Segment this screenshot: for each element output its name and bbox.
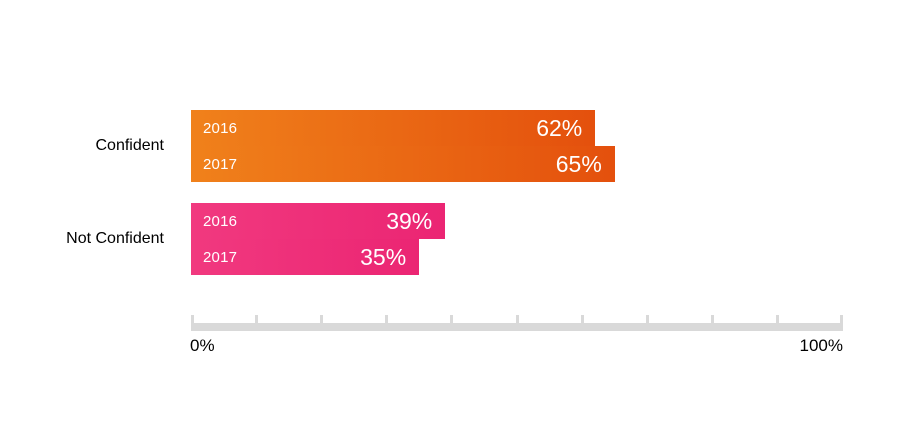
plot-area: 2016 62% 2017 65% 2016 39% 2017 35% xyxy=(191,110,843,275)
bar-group-confident: 2016 62% 2017 65% xyxy=(191,110,843,182)
x-axis-line xyxy=(191,315,843,331)
bar-confident-2016: 2016 62% xyxy=(191,110,596,146)
axis-tick xyxy=(840,315,843,323)
axis-tick xyxy=(385,315,389,323)
bar-confident-2017: 2017 65% xyxy=(191,146,615,182)
axis-tick xyxy=(645,315,649,323)
bar-value-label: 39% xyxy=(386,207,433,234)
bar-value-label: 35% xyxy=(360,243,407,270)
x-axis-max-label: 100% xyxy=(799,336,843,355)
bar-value-label: 62% xyxy=(536,114,583,141)
bar-year-label: 2017 xyxy=(203,155,238,173)
axis-tick xyxy=(580,315,584,323)
bar-not-confident-2017: 2017 35% xyxy=(191,239,420,275)
x-axis-min-label: 0% xyxy=(190,336,215,355)
axis-tick xyxy=(711,315,715,323)
x-axis xyxy=(191,315,843,331)
bar-year-label: 2016 xyxy=(203,212,238,230)
bar-value-label: 65% xyxy=(555,150,602,177)
axis-tick xyxy=(515,315,519,323)
category-label-not-confident: Not Confident xyxy=(66,230,164,247)
bar-group-not-confident: 2016 39% 2017 35% xyxy=(191,203,843,275)
bar-year-label: 2016 xyxy=(203,119,238,137)
axis-tick xyxy=(450,315,454,323)
axis-tick xyxy=(319,315,323,323)
axis-tick xyxy=(191,315,194,323)
axis-tick xyxy=(776,315,780,323)
category-label-confident: Confident xyxy=(95,137,165,154)
axis-tick xyxy=(254,315,258,323)
bar-year-label: 2017 xyxy=(203,248,238,266)
bar-not-confident-2016: 2016 39% xyxy=(191,203,446,239)
